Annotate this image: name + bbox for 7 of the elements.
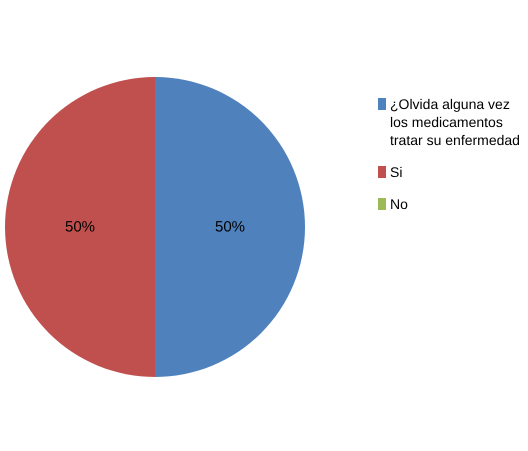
legend-label: No [390, 195, 408, 213]
pie-slice [5, 77, 155, 377]
data-label: 50% [214, 218, 246, 236]
data-label: 50% [64, 218, 96, 236]
legend-label: ¿Olvida alguna vez los medicamentos tratar su enfermedad [390, 95, 521, 149]
legend-label: Si [390, 163, 402, 181]
pie-slice [155, 77, 305, 377]
